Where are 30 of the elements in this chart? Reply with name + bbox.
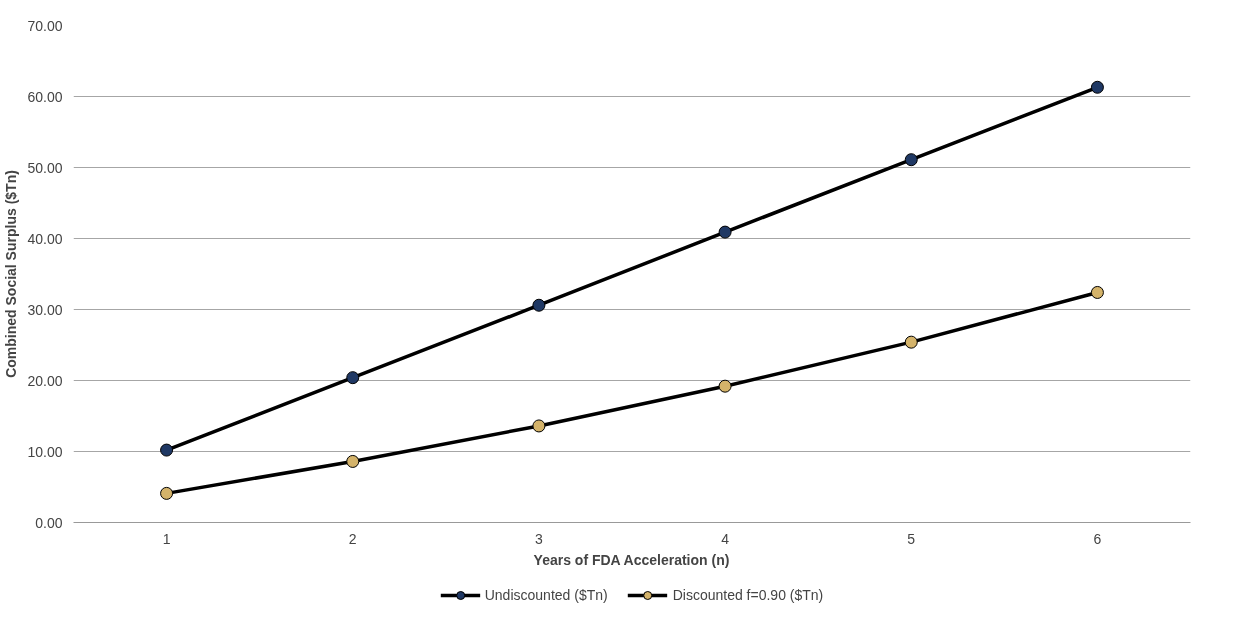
x-tick-label: 1 [162, 530, 171, 547]
point [904, 153, 918, 167]
x-tick-label: 4 [721, 530, 730, 547]
point [346, 371, 360, 385]
point [160, 486, 174, 500]
y-tick-label: 70.00 [27, 17, 63, 34]
point [1090, 80, 1104, 94]
legend-label: Discounted f=0.90 ($Tn) [672, 587, 824, 603]
y-tick-label: 50.00 [27, 159, 63, 176]
y-tick-label: 10.00 [27, 443, 63, 460]
y-axis-title: Combined Social Surplus ($Tn) [3, 170, 20, 378]
y-tick-label: 20.00 [27, 372, 63, 389]
point [1090, 285, 1104, 299]
y-tick-label: 60.00 [27, 88, 63, 105]
x-tick-label: 5 [907, 530, 916, 547]
point [532, 419, 546, 433]
point [904, 335, 918, 349]
y-tick-label: 0.00 [35, 514, 63, 531]
x-tick-label: 2 [348, 530, 357, 547]
x-axis-title: Years of FDA Acceleration (n) [533, 551, 730, 568]
y-tick-label: 40.00 [27, 230, 63, 247]
point [532, 298, 546, 312]
point [718, 225, 732, 239]
point [346, 454, 360, 468]
x-tick-label: 6 [1093, 530, 1102, 547]
point [160, 443, 174, 457]
point [718, 379, 732, 393]
legend-label: Undiscounted ($Tn) [484, 587, 608, 603]
x-tick-label: 3 [535, 530, 544, 547]
y-tick-label: 30.00 [27, 301, 63, 318]
